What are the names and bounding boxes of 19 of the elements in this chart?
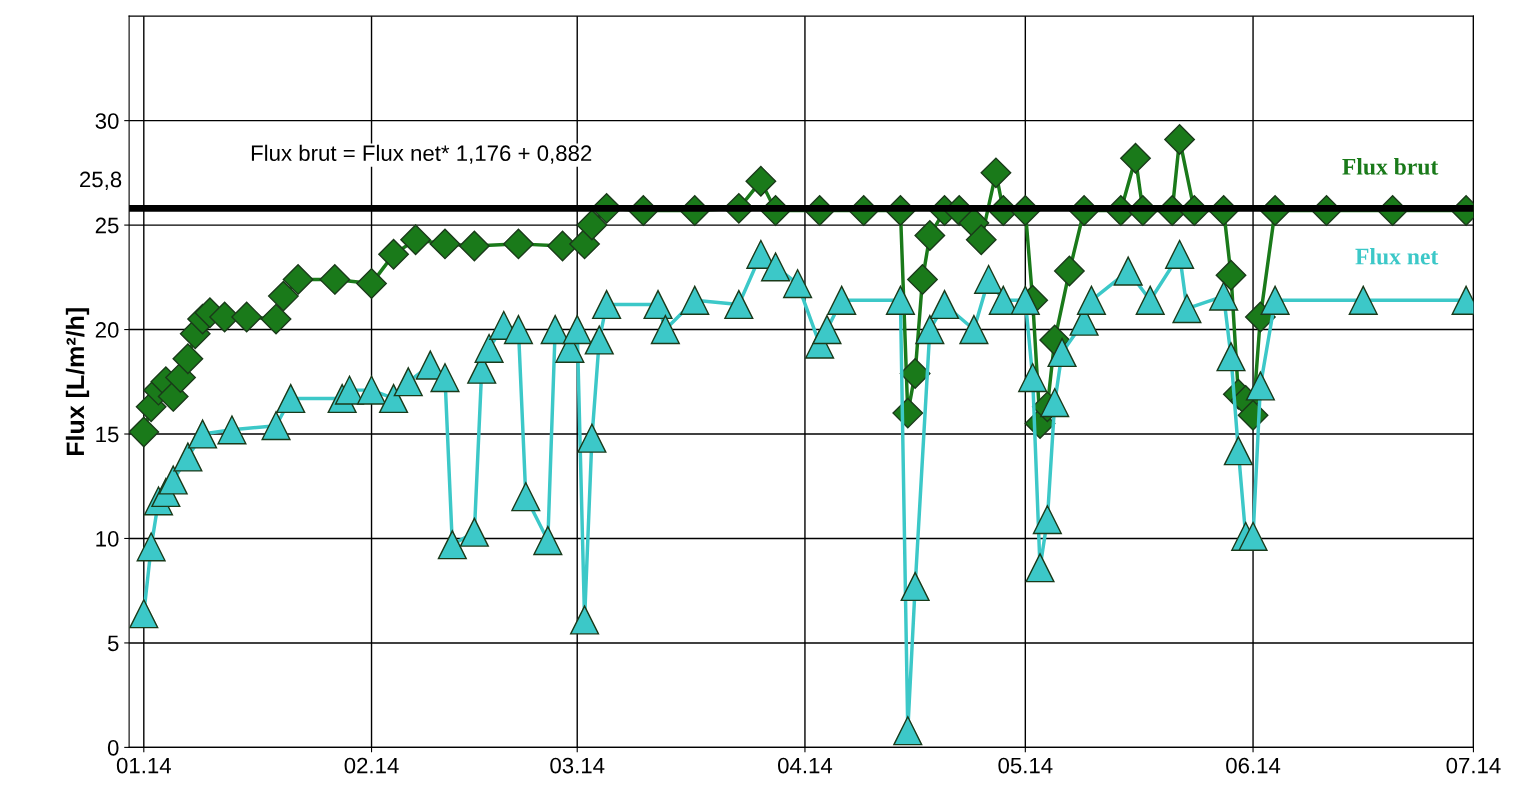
x-tick-label: 02.14: [344, 757, 399, 774]
series-label: Flux net: [1355, 247, 1439, 265]
y-tick-label: 25: [95, 217, 119, 234]
x-tick-label: 07.14: [1446, 757, 1501, 774]
x-tick-label: 01.14: [116, 757, 171, 774]
y-tick-label: 0: [107, 739, 119, 756]
x-tick-label: 03.14: [550, 757, 605, 774]
x-tick-label: 04.14: [778, 757, 833, 774]
x-tick-label: 05.14: [998, 757, 1053, 774]
y-tick-label: 10: [96, 531, 119, 547]
annotation: Flux brut = Flux net* 1,176 + 0,882: [251, 144, 592, 164]
series-label: Flux brut: [1342, 158, 1439, 175]
y-tick-label: 5: [107, 635, 119, 652]
ref-line-label: 25,8: [80, 171, 122, 190]
y-tick-label: 20: [95, 322, 119, 338]
x-tick-label: 06.14: [1226, 757, 1281, 774]
y-tick-label: 15: [96, 426, 119, 443]
y-tick-label: 30: [95, 113, 119, 129]
y-axis-title: Flux [L/m²/h]: [65, 308, 90, 456]
